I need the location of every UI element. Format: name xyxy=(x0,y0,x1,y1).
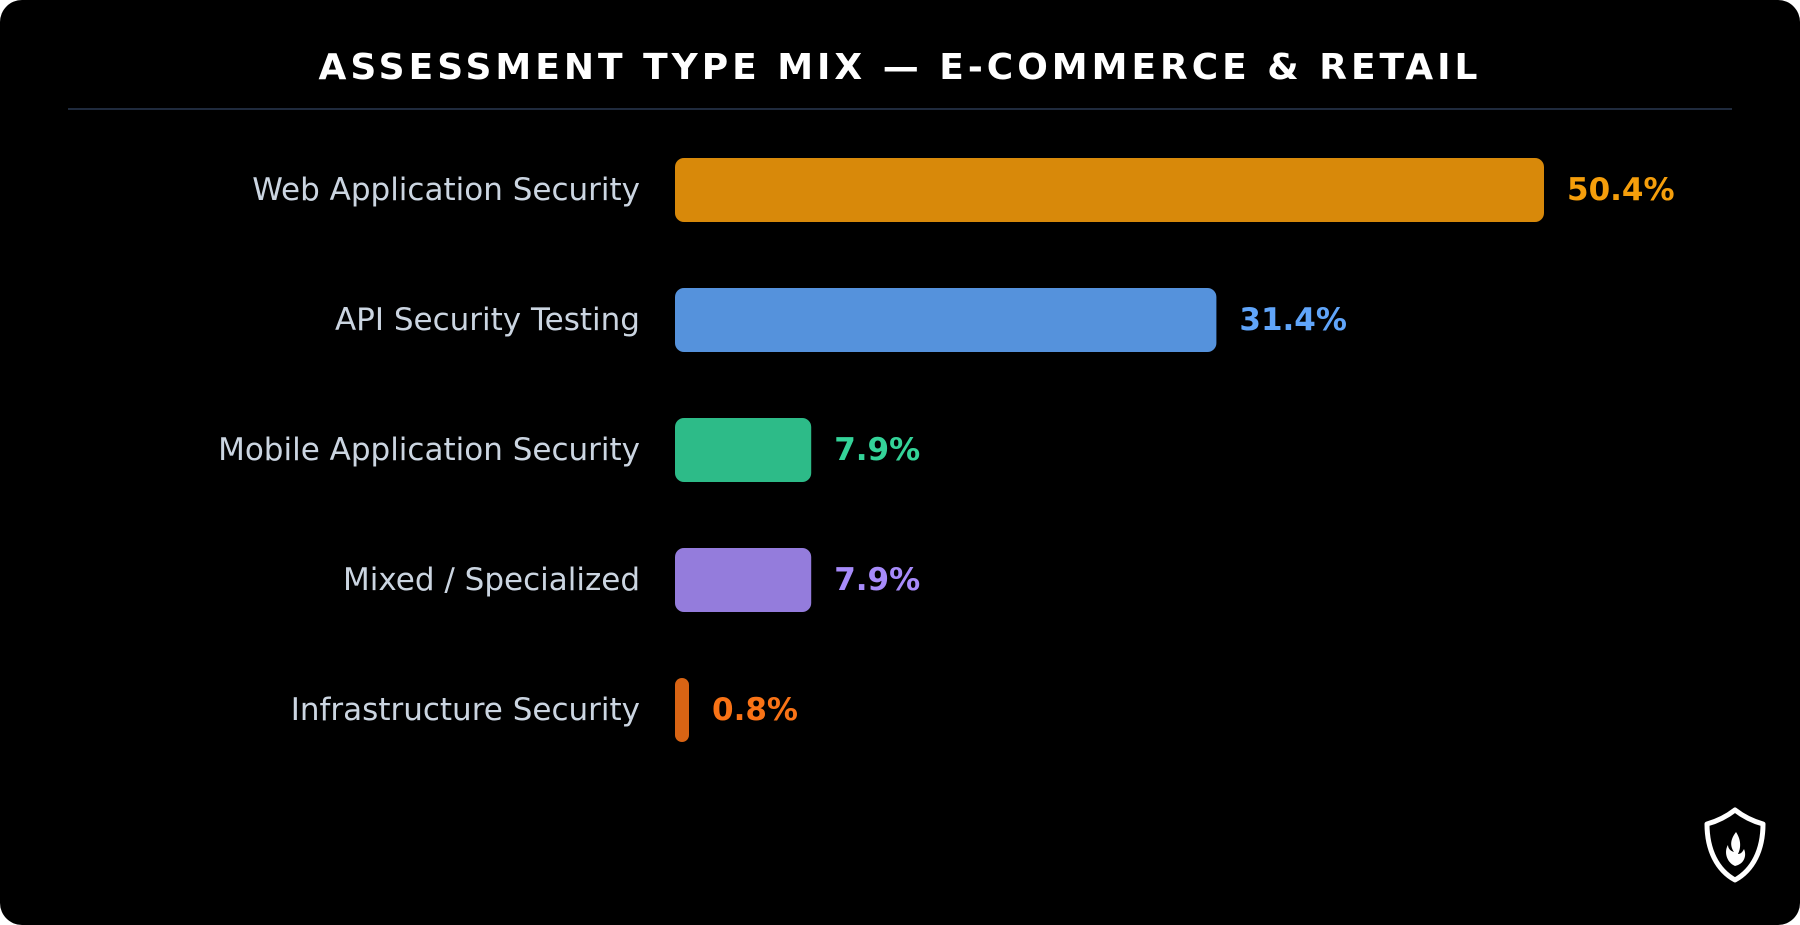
bar xyxy=(675,158,1544,222)
category-label: Mobile Application Security xyxy=(218,432,640,468)
value-label: 7.9% xyxy=(834,432,920,468)
shield-flame-icon xyxy=(1704,807,1766,883)
category-label: Infrastructure Security xyxy=(291,692,640,728)
value-label: 31.4% xyxy=(1239,302,1347,338)
bar xyxy=(675,548,812,612)
category-label: Web Application Security xyxy=(252,172,640,208)
value-label: 7.9% xyxy=(834,562,920,598)
bar xyxy=(675,418,812,482)
title-divider xyxy=(68,108,1732,110)
category-label: API Security Testing xyxy=(335,302,640,338)
bar xyxy=(675,288,1217,352)
bar xyxy=(675,678,689,742)
value-label: 0.8% xyxy=(712,692,798,728)
value-label: 50.4% xyxy=(1567,172,1675,208)
category-label: Mixed / Specialized xyxy=(343,562,640,598)
chart-title: ASSESSMENT TYPE MIX — E-COMMERCE & RETAI… xyxy=(318,47,1482,88)
